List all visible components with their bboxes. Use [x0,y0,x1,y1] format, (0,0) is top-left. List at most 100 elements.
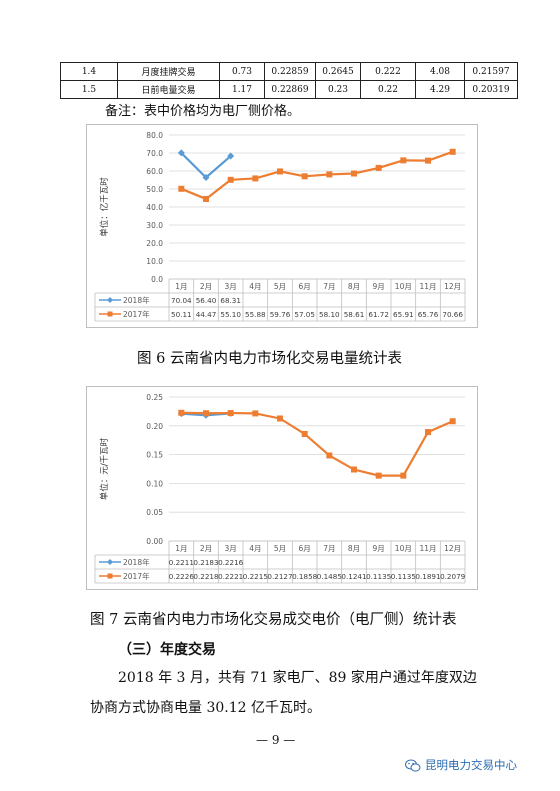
table-cell: 0.22869 [264,80,316,99]
x-tick-label: 7月 [323,282,335,291]
y-tick-label: 0.20 [146,422,163,431]
x-tick-label: 1月 [175,282,187,291]
paragraph-line: 2018 年 3 月，共有 71 家电厂、89 家用户通过年度双边 [118,670,477,686]
data-point [375,164,382,171]
paragraph-line: 协商方式协商电量 30.12 亿千瓦时。 [90,700,321,716]
table-cell: 0.21597 [464,62,518,81]
data-point [277,168,283,175]
data-label: 0.2218 [193,572,219,581]
data-label: 0.1891 [415,572,440,581]
x-tick-label: 10月 [395,282,412,291]
y-tick-label: 80.0 [146,131,163,140]
data-point [351,466,357,473]
data-label: 0.1858 [292,572,318,581]
legend-label: 2017年 [123,309,150,319]
table-cell: 日前电量交易 [117,80,220,99]
figure-caption: 图 6 云南省内电力市场化交易电量统计表 [137,351,402,367]
data-label: 0.1485 [317,572,342,581]
data-label: 70.66 [442,310,463,319]
data-point [178,409,185,416]
legend-marker [107,297,113,303]
chart-container: 单位：元/千瓦时 0.00 0.05 0.10 0.15 0.20 0.25 1月 2月 3月 4月… [86,386,478,590]
page-number: — 9 — [256,733,296,747]
figure-caption: 图 7 云南省内电力市场化交易成交电价（电厂侧）统计表 [90,612,457,628]
data-point [227,410,234,417]
table-cell: 0.20319 [464,80,518,99]
x-tick-label: 5月 [274,282,286,291]
data-label: 68.31 [220,296,241,305]
volume-line-chart: 单位：亿千瓦时 0.0 10.0 20.0 30.0 40.0 50.0 60.0 70.0 80… [94,131,466,322]
data-label: 55.88 [245,310,266,319]
y-axis-label: 单位：元/千瓦时 [99,437,110,500]
data-point [425,429,431,436]
table-row: 1.4 月度挂牌交易 0.73 0.22859 0.2645 0.222 4.0… [60,62,518,81]
y-tick-label: 30.0 [146,221,163,230]
x-tick-label: 4月 [249,282,261,291]
legend-label: 2017年 [123,571,150,581]
data-label: 0.2183 [193,558,218,567]
data-label: 0.2226 [169,572,195,581]
data-label: 57.05 [294,310,315,319]
x-tick-label: 6月 [299,282,311,291]
x-tick-label: 8月 [348,544,360,553]
table-cell: 1.17 [219,80,265,99]
y-tick-label: 60.0 [146,167,163,176]
series-line [180,152,232,179]
y-axis-label: 单位：亿千瓦时 [99,177,110,237]
table-cell: 0.222 [360,62,416,81]
data-label: 65.91 [393,310,414,319]
data-point [252,410,259,417]
table-cell: 月度挂牌交易 [117,62,220,81]
table-note: 备注：表中价格均为电厂侧价格。 [105,104,301,119]
x-tick-label: 1月 [175,544,187,553]
y-tick-label: 20.0 [146,239,163,248]
data-label: 56.40 [196,296,217,305]
data-label: 70.04 [171,296,192,305]
data-label: 0.2221 [218,572,243,581]
data-label: 55.10 [220,310,241,319]
data-point [203,410,209,417]
data-label: 0.1135 [366,572,391,581]
data-label: 0.1241 [341,572,366,581]
x-tick-label: 3月 [225,544,237,553]
data-point [277,415,283,422]
data-label: 0.2215 [243,572,268,581]
watermark-text: 昆明电力交易中心 [425,758,517,772]
data-label: 0.2127 [267,572,292,581]
data-point [400,472,407,479]
price-table: 1.4 月度挂牌交易 0.73 0.22859 0.2645 0.222 4.0… [60,62,518,99]
data-point [202,173,210,181]
chart-container: 单位：亿千瓦时 0.0 10.0 20.0 30.0 40.0 50.0 60.0 70.0 80… [86,124,478,328]
data-point [227,176,234,183]
legend-label: 2018年 [123,295,150,305]
x-tick-label: 3月 [225,282,237,291]
data-point [425,157,431,164]
y-tick-label: 50.0 [146,185,163,194]
table-cell: 0.22859 [264,62,316,81]
data-label: 59.76 [270,310,291,319]
data-point [252,175,259,182]
table-row: 1.5 日前电量交易 1.17 0.22869 0.23 0.22 4.29 0… [60,80,518,99]
x-tick-label: 2月 [200,282,212,291]
series-line [181,411,454,477]
x-tick-label: 10月 [395,544,412,553]
data-point [400,157,407,164]
table-cell: 4.29 [415,80,465,99]
data-point [177,149,185,157]
data-point [301,430,308,437]
table-cell: 0.22 [360,80,416,99]
data-label: 0.1135 [391,572,416,581]
data-point [178,185,185,192]
x-tick-label: 12月 [444,544,461,553]
watermark: 昆明电力交易中心 [405,757,517,773]
data-point [375,472,382,479]
table-cell: 4.08 [415,62,465,81]
y-tick-label: 40.0 [146,203,163,212]
x-tick-label: 7月 [323,544,335,553]
y-tick-label: 0.00 [146,537,163,546]
data-point [203,195,209,202]
x-tick-label: 4月 [249,544,261,553]
data-label: 58.61 [344,310,365,319]
legend-marker [107,559,113,565]
wechat-icon [405,759,421,772]
